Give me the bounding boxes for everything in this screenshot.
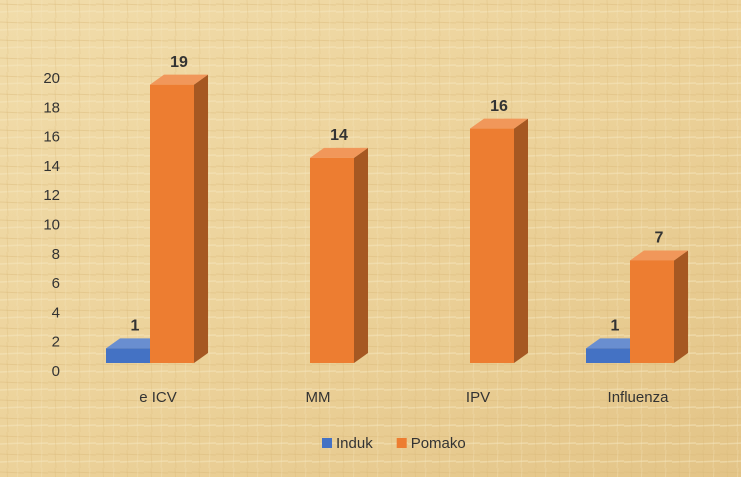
legend-label: Induk (336, 435, 373, 452)
x-tick-label: Influenza (608, 389, 670, 406)
bar-top (586, 338, 644, 349)
x-tick-label: IPV (466, 389, 490, 406)
bar-top (310, 147, 368, 158)
y-tick-label: 14 (43, 158, 60, 175)
value-label: 1 (131, 318, 140, 335)
bar (470, 118, 528, 363)
bar-front (470, 128, 514, 363)
y-tick-label: 16 (43, 129, 60, 146)
x-tick-label: MM (306, 389, 331, 406)
bar (310, 147, 368, 363)
legend-swatch (396, 438, 407, 448)
value-label: 19 (170, 54, 188, 71)
value-label: 14 (330, 127, 348, 144)
bar-side (194, 74, 208, 364)
value-label: 7 (655, 230, 664, 247)
value-label: 16 (490, 98, 508, 115)
bar-side (354, 147, 368, 363)
bar-front (310, 157, 354, 363)
y-tick-label: 20 (43, 70, 60, 87)
bar-top (106, 338, 164, 349)
bar-side (514, 118, 528, 363)
y-tick-label: 8 (52, 246, 60, 263)
y-tick-label: 12 (43, 187, 60, 204)
legend-label: Pomako (411, 435, 466, 452)
bar-front (150, 84, 194, 364)
y-tick-label: 10 (43, 216, 60, 233)
bar-side (674, 250, 688, 363)
value-label: 1 (611, 318, 620, 335)
bar-top (630, 250, 688, 261)
y-tick-label: 2 (52, 334, 60, 351)
bar-front (630, 260, 674, 363)
legend-swatch (322, 438, 332, 448)
y-tick-label: 18 (43, 99, 60, 116)
x-tick-label: e ICV (139, 389, 177, 406)
bar (150, 74, 208, 364)
y-tick-label: 6 (52, 275, 60, 292)
bar-top (150, 74, 208, 85)
bar-front (586, 348, 630, 363)
bar (630, 250, 688, 363)
bar-top (470, 118, 528, 129)
bar-front (106, 348, 150, 363)
y-tick-label: 4 (52, 304, 60, 321)
y-tick-label: 0 (52, 363, 60, 380)
